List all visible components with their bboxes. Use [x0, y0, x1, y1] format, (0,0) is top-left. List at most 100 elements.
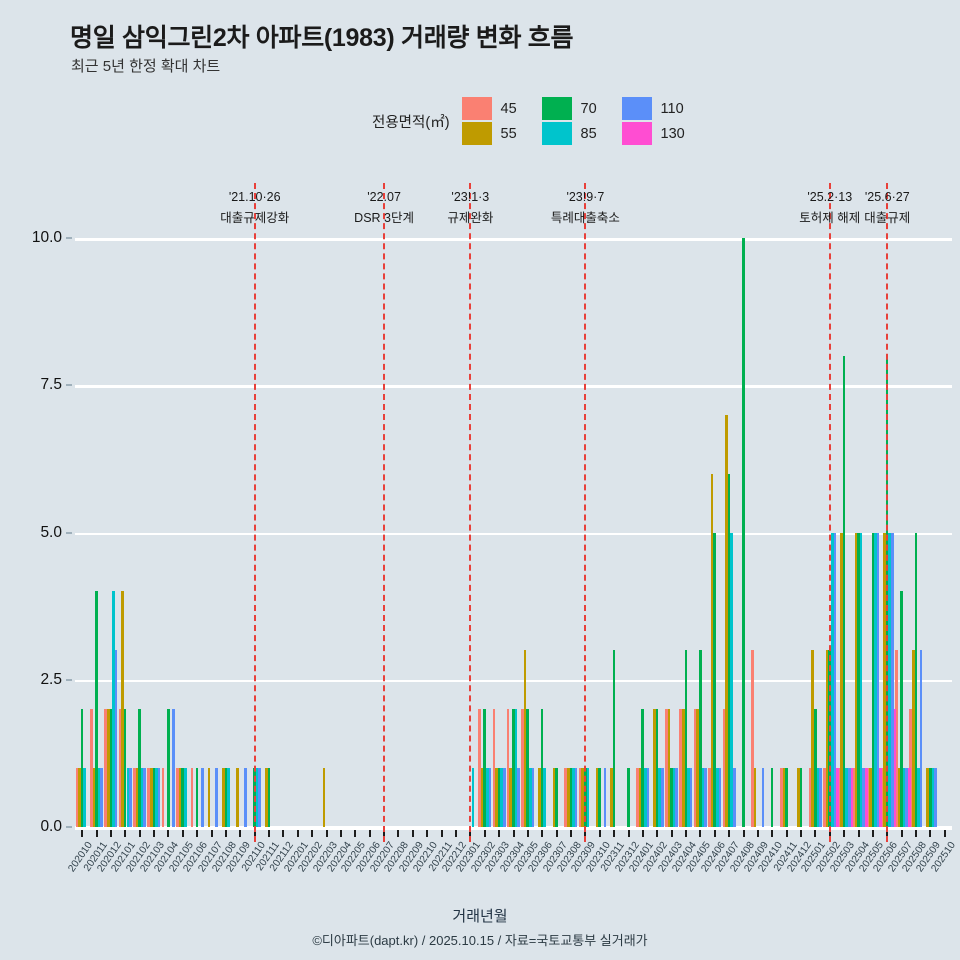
bar	[636, 768, 639, 827]
x-axis-tick-mark	[109, 830, 112, 837]
x-axis-tick-mark	[742, 830, 745, 837]
x-axis-tick-mark	[124, 830, 127, 837]
x-axis-tick-mark	[800, 830, 803, 837]
bar	[181, 768, 184, 827]
bar	[926, 768, 929, 827]
legend-item[interactable]: 70	[541, 96, 609, 121]
bar	[693, 709, 697, 827]
bar	[799, 768, 803, 827]
event-marker-line	[469, 183, 472, 842]
x-axis-tick-mark	[915, 830, 918, 837]
bar	[244, 768, 247, 827]
bar	[207, 768, 211, 827]
x-axis-tick-mark	[167, 830, 170, 837]
bar	[785, 768, 788, 827]
event-marker-name: 대출규제	[864, 211, 911, 225]
bar	[874, 532, 877, 827]
legend-item[interactable]: 130	[621, 121, 689, 146]
x-axis-title: 거래년월	[452, 908, 508, 925]
bar	[147, 768, 151, 827]
bar	[495, 768, 498, 827]
bar	[221, 768, 225, 827]
x-axis-tick-mark	[699, 830, 702, 837]
x-axis-tick-mark	[138, 830, 141, 837]
bar	[868, 768, 872, 827]
bar	[837, 768, 841, 827]
bar	[586, 768, 590, 827]
bar	[603, 768, 607, 827]
bar	[258, 768, 262, 827]
bar	[123, 709, 127, 827]
x-axis-tick-mark	[598, 830, 601, 837]
bar	[641, 709, 645, 827]
bar	[725, 414, 728, 827]
bar	[797, 768, 800, 827]
page-subtitle: 최근 5년 한정 확대 차트	[71, 58, 221, 75]
legend-item[interactable]: 55	[461, 121, 529, 146]
bar	[178, 768, 182, 827]
x-axis-tick-mark	[282, 830, 285, 837]
bar	[500, 768, 503, 827]
bar	[543, 768, 547, 827]
bar	[572, 768, 575, 827]
x-axis-tick-mark	[81, 830, 84, 837]
legend-swatch-icon	[621, 122, 652, 145]
bar	[595, 768, 599, 827]
bar	[143, 768, 147, 827]
bar	[859, 532, 863, 827]
bar	[914, 532, 918, 827]
bar	[492, 709, 496, 827]
legend: 전용면적(㎡) 45 55 70 85 110 130	[372, 96, 702, 146]
bar	[161, 768, 165, 827]
bar	[909, 709, 913, 827]
x-axis-tick-mark	[526, 830, 529, 837]
bar	[880, 768, 884, 827]
x-axis-tick-mark	[181, 830, 184, 837]
bar	[704, 768, 707, 827]
bar	[133, 768, 136, 827]
bar	[854, 532, 858, 827]
bar	[552, 768, 556, 827]
bar	[485, 768, 489, 827]
x-axis-tick-mark	[929, 830, 932, 837]
bar	[184, 768, 187, 827]
plot-area	[75, 238, 952, 830]
event-marker-note: '23!1·3 규제완화	[447, 190, 493, 226]
bar	[95, 591, 98, 827]
bar	[200, 768, 204, 827]
bar	[267, 768, 271, 827]
legend-item-label: 45	[500, 100, 517, 117]
bar	[322, 768, 326, 827]
bar	[698, 650, 702, 827]
grid-line	[75, 385, 952, 388]
bar	[78, 768, 81, 827]
y-axis-tick-mark	[66, 826, 72, 828]
event-marker-note: '21.10·26 대출규제강화	[220, 190, 289, 226]
x-axis-tick-mark	[900, 830, 903, 837]
event-marker-date: '22.07	[367, 190, 401, 204]
bar	[782, 768, 786, 827]
legend-item[interactable]: 85	[541, 121, 609, 146]
bar	[851, 768, 855, 827]
bar	[687, 768, 690, 827]
bar	[905, 768, 909, 827]
bar	[646, 768, 650, 827]
x-axis-tick-mark	[512, 830, 515, 837]
bar	[727, 473, 731, 827]
legend-item-label: 110	[660, 100, 684, 117]
bar	[89, 709, 93, 827]
x-axis-tick-mark	[95, 830, 98, 837]
x-axis-tick-mark	[411, 830, 414, 837]
x-axis-tick-mark	[483, 830, 486, 837]
grid-line	[75, 238, 952, 241]
bar	[879, 768, 882, 827]
bar	[730, 532, 733, 827]
bar	[761, 768, 765, 827]
x-axis-tick-mark	[943, 830, 946, 837]
bar	[190, 768, 194, 827]
bar	[753, 768, 757, 827]
legend-item[interactable]: 110	[621, 96, 689, 121]
legend-item[interactable]: 45	[461, 96, 529, 121]
bar	[814, 709, 817, 827]
bar	[891, 532, 894, 827]
